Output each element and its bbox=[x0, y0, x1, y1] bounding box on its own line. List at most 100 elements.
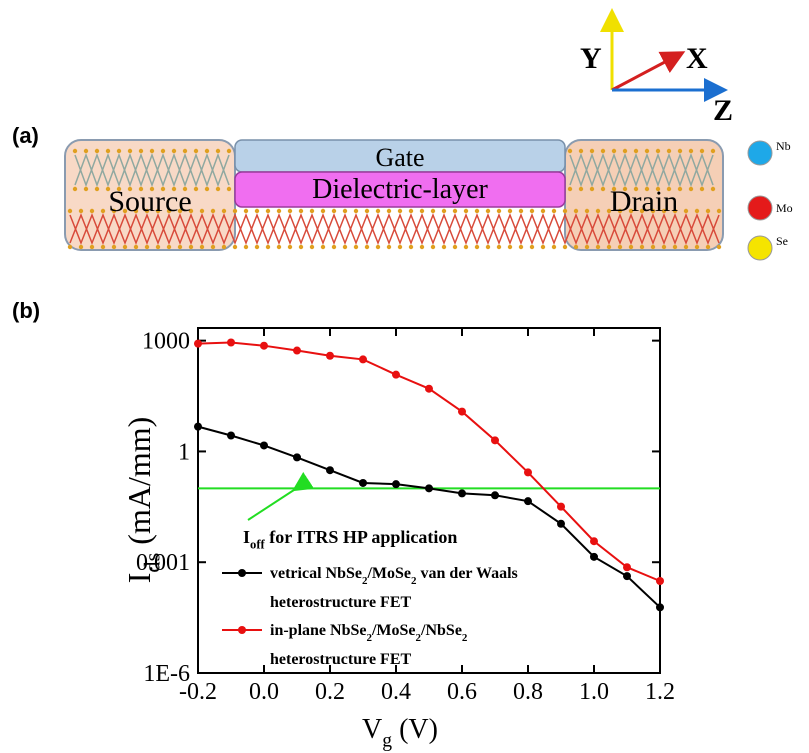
atom bbox=[182, 148, 188, 154]
atom bbox=[666, 148, 672, 154]
x-tick-label: 0.8 bbox=[513, 679, 543, 705]
label-part: (mA/mm) bbox=[121, 417, 157, 553]
label-part: for ITRS HP application bbox=[265, 527, 458, 547]
device bbox=[64, 139, 724, 251]
atom bbox=[688, 148, 694, 154]
atom bbox=[72, 186, 78, 192]
atom bbox=[149, 148, 155, 154]
data-point bbox=[557, 519, 565, 528]
atom bbox=[617, 244, 623, 250]
atom bbox=[672, 208, 678, 214]
atom-chain bbox=[69, 212, 720, 246]
atom bbox=[694, 244, 700, 250]
atom bbox=[138, 186, 144, 192]
atom bbox=[243, 208, 249, 214]
atom bbox=[644, 148, 650, 154]
atom bbox=[562, 244, 568, 250]
atom bbox=[600, 148, 606, 154]
atom bbox=[710, 148, 716, 154]
atom bbox=[710, 186, 716, 192]
atom bbox=[716, 208, 722, 214]
atom bbox=[705, 208, 711, 214]
atom bbox=[661, 244, 667, 250]
y-tick-label: 1E-6 bbox=[143, 661, 190, 687]
y-tick-label: 1000 bbox=[142, 329, 190, 355]
atom bbox=[633, 148, 639, 154]
atom bbox=[529, 244, 535, 250]
atom bbox=[507, 244, 513, 250]
atom bbox=[496, 208, 502, 214]
data-point bbox=[260, 341, 268, 350]
atom bbox=[628, 208, 634, 214]
atom bbox=[375, 244, 381, 250]
atom bbox=[188, 244, 194, 250]
atom bbox=[518, 244, 524, 250]
atom bbox=[397, 244, 403, 250]
atom bbox=[182, 186, 188, 192]
atom bbox=[353, 244, 359, 250]
source-label: Source bbox=[108, 185, 191, 218]
atom bbox=[193, 186, 199, 192]
legend-line: vetrical NbSe2/MoSe2 van der Waals bbox=[270, 565, 522, 587]
atom bbox=[155, 244, 161, 250]
x-tick-label: 1.0 bbox=[579, 679, 609, 705]
atom bbox=[567, 148, 573, 154]
atom bbox=[463, 244, 469, 250]
legend-text: 2 bbox=[362, 575, 368, 587]
atom bbox=[474, 244, 480, 250]
atom bbox=[699, 148, 705, 154]
x-tick-label: 1.2 bbox=[645, 679, 675, 705]
atom bbox=[89, 208, 95, 214]
annotation-arrow bbox=[247, 471, 315, 521]
atom bbox=[430, 208, 436, 214]
atom bbox=[584, 244, 590, 250]
atom bbox=[226, 186, 232, 192]
data-point bbox=[458, 407, 466, 416]
data-point bbox=[227, 431, 235, 440]
legend-line: heterostructure FET bbox=[270, 651, 411, 668]
atom bbox=[375, 208, 381, 214]
atom bbox=[507, 208, 513, 214]
atom bbox=[485, 244, 491, 250]
rich-label: Ids (mA/mm) bbox=[121, 417, 165, 584]
rich-label: Vg (V) bbox=[362, 714, 438, 751]
atom bbox=[210, 244, 216, 250]
legend-label: vetrical NbSe2/MoSe2 van der Waals heter… bbox=[270, 565, 522, 611]
x-tick-label: 0.0 bbox=[249, 679, 279, 705]
legend-text: /NbSe bbox=[420, 622, 462, 639]
atom bbox=[210, 208, 216, 214]
atom bbox=[116, 186, 122, 192]
legend-text: /MoSe bbox=[366, 565, 411, 582]
atom bbox=[655, 186, 661, 192]
atom bbox=[617, 208, 623, 214]
atom bbox=[243, 244, 249, 250]
atom bbox=[628, 244, 634, 250]
atom bbox=[320, 208, 326, 214]
atom bbox=[331, 244, 337, 250]
atom bbox=[100, 244, 106, 250]
atom bbox=[171, 148, 177, 154]
atom bbox=[573, 208, 579, 214]
atom bbox=[611, 148, 617, 154]
atom bbox=[655, 148, 661, 154]
atom bbox=[677, 186, 683, 192]
atom bbox=[160, 186, 166, 192]
atom bbox=[463, 208, 469, 214]
atom bbox=[67, 244, 73, 250]
atom bbox=[419, 244, 425, 250]
atom bbox=[204, 186, 210, 192]
x-tick-label: 0.4 bbox=[381, 679, 411, 705]
x-tick-label: 0.2 bbox=[315, 679, 345, 705]
atom bbox=[666, 186, 672, 192]
atom bbox=[116, 148, 122, 154]
atom bbox=[127, 186, 133, 192]
atom bbox=[716, 244, 722, 250]
data-point bbox=[524, 468, 532, 477]
atom bbox=[276, 244, 282, 250]
atom bbox=[105, 186, 111, 192]
atom bbox=[221, 208, 227, 214]
atom bbox=[540, 244, 546, 250]
drain-label: Drain bbox=[610, 185, 678, 218]
y-tick-label: 0.001 bbox=[136, 550, 190, 576]
atom bbox=[78, 244, 84, 250]
